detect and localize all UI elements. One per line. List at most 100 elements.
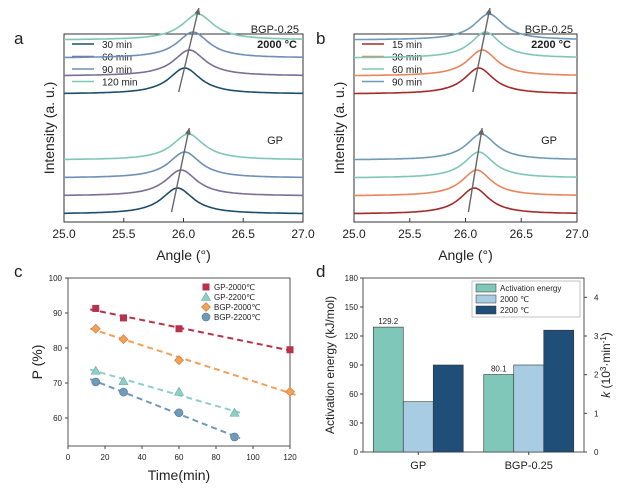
x-tick-label: 100 [246, 453, 260, 462]
y-tick-label: 120 [345, 332, 359, 341]
legend-label: 90 min [102, 65, 132, 76]
marker-square [286, 346, 294, 354]
marker-square [120, 314, 127, 322]
panel-letter-c: c [14, 262, 23, 281]
bar [543, 329, 575, 453]
y-tick-label: 70 [53, 379, 62, 388]
xrd-curve [64, 169, 303, 197]
group-label: BGP-0.25 [251, 24, 299, 36]
group-label: BGP-0.25 [525, 24, 573, 36]
x-axis-label: Angle (°) [438, 247, 493, 263]
x-tick-label: 25.0 [342, 227, 366, 241]
x-tick-label: 0 [66, 453, 71, 462]
panel-letter-b: b [316, 29, 325, 48]
y-tick-label: 60 [349, 390, 358, 399]
panel-letter-a: a [14, 29, 24, 48]
y2-label-part: (10 [599, 371, 613, 392]
y-tick-label: 150 [345, 303, 359, 312]
marker-triangle [90, 365, 101, 375]
x-tick-label: 80 [212, 453, 221, 462]
x-tick-label: 40 [138, 453, 147, 462]
x-tick-label: 25.5 [398, 227, 422, 241]
y-axis-label: Activation energy (kJ/mol) [323, 296, 337, 434]
xrd-curve [354, 133, 577, 161]
xrd-curve [354, 67, 578, 95]
y2-label-part: ·min [599, 343, 613, 366]
shift-arrow [170, 127, 190, 213]
y2-tick-label: 1 [594, 409, 599, 418]
x-tick-label: 25.0 [52, 227, 76, 241]
xrd-curve [63, 67, 303, 95]
legend-label: 120 min [102, 78, 138, 89]
legend-swatch [475, 283, 497, 293]
legend-label: BGP-2000℃ [214, 303, 260, 312]
bar-value-label: 80.1 [491, 365, 507, 374]
legend-label: 30 min [392, 53, 422, 64]
x-tick-label: 120 [283, 453, 297, 462]
y-tick-label: 0 [354, 448, 359, 457]
x-tick-label: 60 [175, 453, 184, 462]
shift-arrow-head [184, 128, 191, 135]
legend-label: 60 min [392, 65, 422, 76]
marker-circle [91, 377, 101, 387]
xrd-curve [354, 187, 577, 215]
legend-label: 90 min [392, 78, 422, 89]
x-tick-label: 27.0 [291, 227, 315, 241]
marker-square [202, 283, 210, 291]
x-tick-label: 27.0 [565, 227, 589, 241]
xrd-curve [353, 169, 577, 197]
panel-a: a 25.0 25.5 26.0 26.5 27.0 Angle (°) Intensity … [14, 7, 315, 263]
marker-circle [201, 312, 211, 322]
y2-label-part: ) [599, 332, 613, 336]
bar [402, 401, 434, 453]
legend-label: Activation energy [500, 284, 561, 293]
marker-circle [230, 432, 239, 442]
bar [372, 326, 404, 453]
y-tick-label: 90 [53, 309, 62, 318]
y-tick-label: 180 [345, 274, 359, 283]
y2-tick-label: 3 [594, 332, 599, 341]
marker-diamond [174, 355, 184, 366]
legend-label: 2200 ℃ [500, 306, 529, 315]
xrd-curve [64, 49, 303, 77]
y-tick-label: 60 [53, 414, 62, 423]
shift-arrow-head [478, 128, 485, 135]
y-axis-label: Intensity (a. u.) [41, 82, 57, 175]
xrd-curve [64, 133, 303, 161]
y-tick-label: 30 [349, 419, 358, 428]
legend-label: GP-2000℃ [214, 283, 255, 292]
y2-label-part: 3 [599, 366, 608, 371]
legend-label: 15 min [392, 40, 422, 51]
category-label: BGP-0.25 [505, 460, 553, 472]
marker-square [92, 304, 100, 312]
marker-triangle [229, 407, 240, 417]
marker-diamond [201, 302, 211, 312]
bar [432, 364, 464, 453]
x-tick-label: 26.5 [232, 227, 256, 241]
xrd-curve [353, 13, 578, 41]
xrd-curve [64, 187, 303, 215]
marker-triangle [200, 291, 212, 301]
x-tick-label: 25.5 [112, 227, 136, 241]
fit-line [89, 378, 241, 440]
y-tick-label: 80 [53, 344, 62, 353]
y-axis-label: Intensity (a. u.) [331, 82, 347, 175]
legend-label: 60 min [102, 53, 132, 64]
bar [483, 374, 515, 453]
panel-c: c 0 20 40 60 80 100 120 60 70 80 90 100 Time(min) P (%… [14, 262, 297, 483]
marker-square [175, 325, 183, 333]
shift-arrow-head [485, 8, 492, 15]
legend-label: 2000 ℃ [500, 295, 529, 304]
y2-tick-label: 0 [594, 448, 599, 457]
marker-diamond [90, 323, 101, 334]
marker-triangle [173, 386, 185, 396]
panel-b: b 25.0 25.5 26.0 26.5 27.0 Angle (°) Intensity … [316, 7, 589, 263]
x-tick-label: 26.0 [454, 227, 478, 241]
x-tick-label: 20 [101, 453, 110, 462]
marker-triangle [118, 376, 129, 386]
category-label: GP [410, 460, 426, 472]
shift-arrow-head [194, 8, 201, 15]
marker-circle [174, 408, 184, 418]
